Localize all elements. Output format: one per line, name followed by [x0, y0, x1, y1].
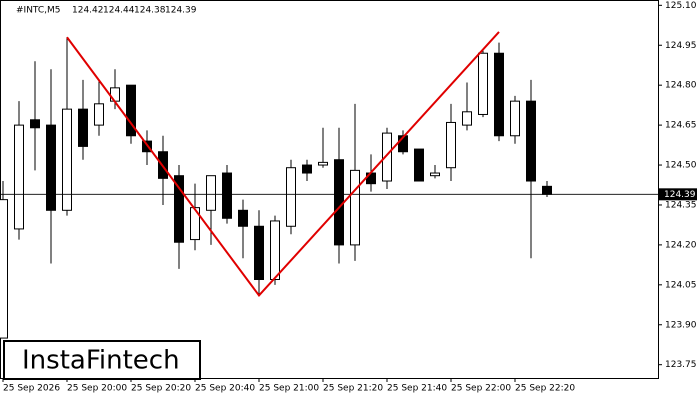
- candle-body: [78, 108, 88, 147]
- candle-body: [190, 207, 200, 241]
- candle-body: [0, 199, 8, 339]
- candle-body: [542, 185, 552, 195]
- candle-body: [174, 175, 184, 243]
- logo: InstaFintech: [22, 346, 180, 376]
- x-tick-label: 25 Sep 20:40: [195, 384, 255, 394]
- candle-body: [94, 103, 104, 126]
- candle-body: [30, 119, 40, 129]
- y-tick-label: 124.65: [665, 121, 697, 131]
- y-tick-label: 124.05: [665, 280, 697, 290]
- candle-body: [430, 172, 440, 177]
- header-values: 124.42 124.44 124.38 124.39: [72, 6, 197, 16]
- x-tick-label: 25 Sep 21:00: [259, 384, 319, 394]
- candle-body: [446, 121, 456, 169]
- candle-body: [126, 84, 136, 137]
- candle-body: [286, 167, 296, 227]
- candle-body: [510, 100, 520, 137]
- candle-body: [350, 169, 360, 246]
- x-tick-label: 25 Sep 22:20: [515, 384, 575, 394]
- plot-frame: [0, 0, 659, 379]
- candle-body: [238, 209, 248, 227]
- header-value: 124.44: [103, 6, 135, 16]
- candle-body: [478, 52, 488, 115]
- y-tick-label: 124.35: [665, 200, 697, 210]
- candle-body: [254, 225, 264, 281]
- candle-body: [270, 220, 280, 281]
- x-tick-label: 25 Sep 21:40: [387, 384, 447, 394]
- candle-body: [62, 108, 72, 211]
- y-tick-label: 124.20: [665, 240, 697, 250]
- candle-body: [222, 172, 232, 219]
- price-label-box: [659, 188, 697, 201]
- pattern-line: [66, 31, 500, 298]
- candle-body: [494, 52, 504, 137]
- candle-body: [414, 148, 424, 182]
- y-tick-label: 124.50: [665, 161, 697, 171]
- candle-body: [526, 100, 536, 182]
- logo-box: [3, 340, 201, 380]
- candle-body: [318, 161, 328, 166]
- y-tick-label: 124.80: [665, 81, 697, 91]
- x-tick-label: 25 Sep 20:20: [131, 384, 191, 394]
- y-tick-label: 124.95: [665, 41, 697, 51]
- candle-body: [206, 175, 216, 211]
- x-tick-label: 25 Sep 20:00: [67, 384, 127, 394]
- header-value: 124.42: [72, 6, 104, 16]
- candle-body: [302, 164, 312, 174]
- y-tick-label: 123.75: [665, 360, 697, 370]
- header-value: 124.39: [165, 6, 197, 16]
- x-tick-label: 25 Sep 21:20: [323, 384, 383, 394]
- candle-body: [46, 124, 56, 211]
- candle-body: [382, 132, 392, 182]
- price-label: 124.39: [664, 190, 696, 200]
- y-tick-label: 123.90: [665, 320, 697, 330]
- x-tick-label: 25 Sep 22:00: [451, 384, 511, 394]
- x-tick-label: 25 Sep 2026: [3, 384, 60, 394]
- candle-body: [462, 111, 472, 126]
- candle-body: [14, 124, 24, 230]
- y-tick-label: 125.10: [665, 1, 697, 11]
- header-value: 124.38: [134, 6, 166, 16]
- symbol: #INTC,M5: [16, 6, 61, 16]
- candle-body: [334, 159, 344, 246]
